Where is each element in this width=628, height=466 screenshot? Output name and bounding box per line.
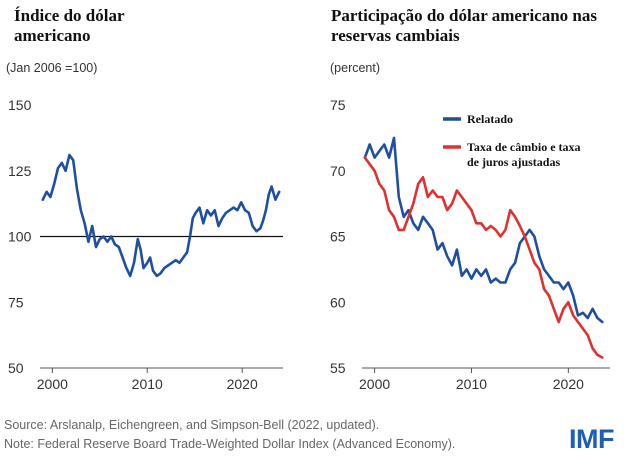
left-y-tick-label: 125 [8,163,32,179]
right-y-tick-label: 65 [330,229,346,245]
right-x-tick-label: 2020 [553,376,584,392]
right-x-tick-label: 2010 [456,376,487,392]
right-y-tick-label: 55 [330,360,346,376]
left-x-tick-label: 2010 [132,376,163,392]
right-y-tick-label: 60 [330,294,346,310]
legend-label: Relatado [467,112,513,126]
left-chart-title: Índice do dólar americano [14,6,125,45]
right-x-tick-label: 2000 [359,376,390,392]
footnote: Note: Federal Reserve Board Trade-Weight… [4,437,456,451]
left-y-tick-label: 100 [8,229,32,245]
right-chart-title: Participação do dólar americano nas rese… [331,6,597,45]
right-series-line-0 [363,136,604,324]
left-y-tick-label: 75 [8,294,24,310]
left-y-tick-label: 150 [8,97,32,113]
left-y-tick-label: 50 [8,360,24,376]
left-series-line-0 [41,153,281,278]
legend-label: Taxa de câmbio e taxa [467,140,581,154]
imf-logo: IMF [569,424,615,454]
source-note: Source: Arslanalp, Eichengreen, and Simp… [4,418,380,432]
right-chart-subtitle: (percent) [330,61,381,75]
right-y-tick-label: 75 [330,97,346,113]
right-y-tick-label: 70 [330,163,346,179]
right-series-line-1 [363,156,604,359]
left-x-tick-label: 2020 [227,376,258,392]
left-chart-subtitle: (Jan 2006 =100) [6,61,98,75]
left-x-tick-label: 2000 [37,376,68,392]
legend-label: de juros ajustadas [467,155,560,169]
